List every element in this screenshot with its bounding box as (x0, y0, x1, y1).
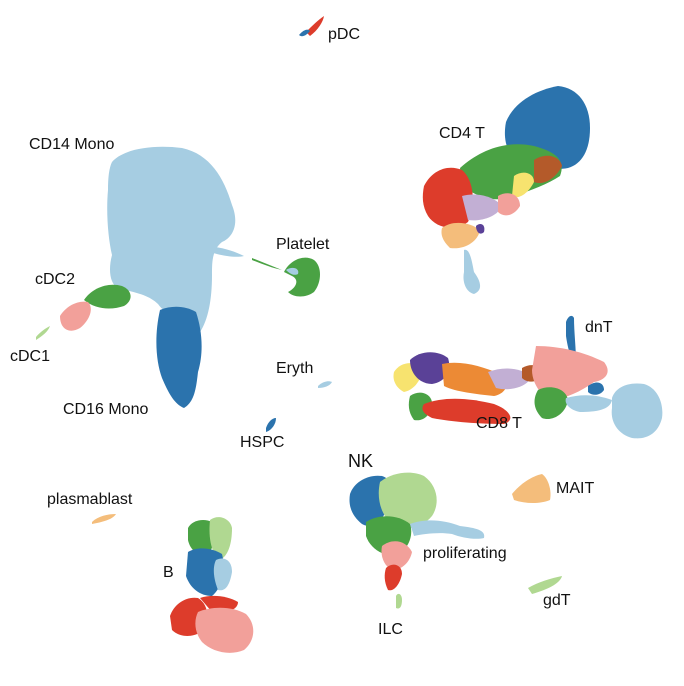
cluster-CD8-T (393, 346, 663, 439)
cluster-cDC1-green (36, 326, 50, 340)
cluster-pDC-blue (299, 29, 310, 37)
cluster-labels: pDC CD4 T CD14 Mono Platelet cDC2 cDC1 C… (10, 26, 613, 638)
cluster-plasmablast (92, 514, 116, 524)
cluster-CD8-T-purple (410, 352, 450, 384)
cluster-CD8-T-orange (442, 362, 507, 396)
label-pDC: pDC (328, 26, 360, 43)
cluster-B-pink (195, 607, 254, 653)
cluster-dnT (566, 315, 576, 363)
cluster-CD8-T-lavender (488, 368, 532, 390)
cluster-CD4-T-yellow (512, 172, 534, 198)
cluster-plasmablast-orange (92, 514, 116, 524)
cluster-CD8-T-pink (532, 346, 608, 400)
cluster-CD8-T-lightblue-bridge (565, 395, 612, 412)
cluster-CD4-T (422, 86, 590, 294)
cluster-NK-pink (381, 541, 412, 570)
cluster-CD4-T-brown (534, 155, 562, 184)
cluster-CD14-Mono (107, 146, 244, 332)
cluster-cDC2 (60, 284, 131, 331)
cluster-Platelet-green (284, 257, 320, 297)
cluster-cDC1 (36, 326, 50, 340)
cluster-Eryth-lightblue (318, 381, 332, 388)
label-CD16-Mono: CD16 Mono (63, 401, 148, 418)
cluster-pDC (299, 16, 324, 37)
cluster-HSPC-blue (266, 418, 276, 432)
cluster-CD14-Mono-body (107, 146, 236, 332)
cluster-Platelet (252, 257, 320, 297)
cluster-B-lightblue (213, 558, 232, 591)
cluster-B-green (188, 520, 214, 556)
cluster-blobs (36, 16, 663, 653)
cluster-NK-lightgreen (378, 472, 437, 529)
label-ILC: ILC (378, 621, 403, 638)
cluster-CD8-T-blue (588, 382, 604, 395)
cluster-CD4-T-purple (476, 224, 485, 234)
cluster-Platelet-lightblue (286, 267, 299, 275)
cluster-NK (349, 472, 485, 591)
cluster-cDC2-pink (60, 301, 91, 331)
label-plasmablast: plasmablast (47, 491, 133, 508)
label-cDC1: cDC1 (10, 348, 50, 365)
cluster-CD16-Mono (156, 306, 202, 408)
cluster-B (170, 517, 254, 653)
cluster-CD8-T-green-right (534, 387, 568, 420)
label-CD8-T: CD8 T (476, 415, 522, 432)
label-CD14-Mono: CD14 Mono (29, 136, 114, 153)
label-Eryth: Eryth (276, 360, 313, 377)
cluster-B-lightgreen (209, 517, 232, 560)
label-Platelet: Platelet (276, 236, 330, 253)
cluster-CD14-Mono-tail (210, 246, 244, 257)
label-NK: NK (348, 451, 373, 471)
cluster-MAIT-orange (512, 474, 551, 503)
cluster-Eryth (318, 381, 332, 388)
cluster-Platelet-streak (252, 258, 282, 270)
cluster-NK-red (384, 564, 402, 591)
cluster-dnT-blue (566, 315, 576, 363)
label-cDC2: cDC2 (35, 271, 75, 288)
cluster-CD4-T-pink (498, 193, 520, 216)
label-CD4-T: CD4 T (439, 125, 485, 142)
cluster-CD4-T-red (422, 167, 473, 228)
cluster-HSPC (266, 418, 276, 432)
cluster-CD4-T-lavender (462, 194, 502, 221)
label-HSPC: HSPC (240, 434, 284, 451)
cluster-MAIT (512, 474, 551, 503)
label-B: B (163, 564, 174, 581)
label-MAIT: MAIT (556, 480, 594, 497)
cluster-CD8-T-lightblue (611, 383, 663, 439)
cluster-ILC-lightgreen (396, 593, 402, 609)
cluster-NK-lightblue (410, 520, 485, 539)
cluster-CD4-T-lightorange (441, 222, 480, 249)
cluster-pDC-red (306, 16, 324, 36)
label-proliferating: proliferating (423, 545, 507, 562)
cluster-B-blue (186, 548, 224, 596)
cluster-CD4-T-green (460, 144, 562, 200)
cluster-CD16-Mono-blue (156, 306, 202, 408)
cluster-CD4-T-lightblue (463, 249, 481, 294)
cluster-CD8-T-red (422, 398, 511, 424)
label-gdT: gdT (543, 592, 571, 609)
label-dnT: dnT (585, 319, 613, 336)
cluster-cDC2-green (84, 284, 131, 309)
cluster-gdT (528, 576, 562, 594)
cluster-ILC (396, 593, 402, 609)
cluster-gdT-lightgreen (528, 576, 562, 594)
